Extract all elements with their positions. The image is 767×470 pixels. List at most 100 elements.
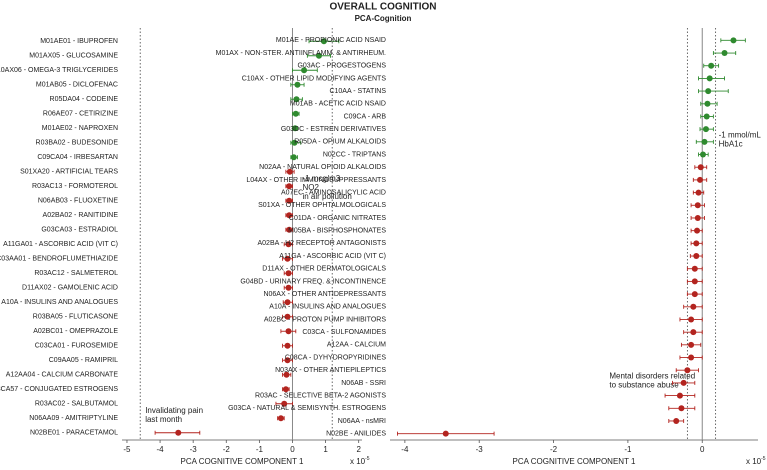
category-label: N03AX - OTHER ANTIEPILEPTICS xyxy=(275,367,386,374)
x-tick-label: -4 xyxy=(157,445,165,454)
point xyxy=(694,227,701,234)
point xyxy=(284,299,291,306)
point xyxy=(301,67,308,74)
point xyxy=(673,417,680,424)
annotation: NO2 xyxy=(302,183,319,192)
category-label: C03AA01 - BENDROFLUMETHIAZIDE xyxy=(0,256,118,263)
point xyxy=(703,113,710,120)
category-label: R03AC12 - SALMETEROL xyxy=(34,270,118,277)
point xyxy=(721,50,728,57)
x-tick-label: -3 xyxy=(190,445,198,454)
point xyxy=(701,138,708,145)
category-label: G03CA - NATURAL & SEMISYNTH. ESTROGENS xyxy=(228,405,386,412)
category-label: M01AE - PROPIONIC ACID NSAID xyxy=(276,37,386,44)
point xyxy=(286,197,293,204)
point xyxy=(284,255,291,262)
point xyxy=(702,126,709,133)
point xyxy=(292,110,299,117)
x-multiplier: x 10-5 xyxy=(746,456,766,466)
point xyxy=(694,214,701,221)
category-label: C03CA - SULFONAMIDES xyxy=(302,329,386,336)
category-label: R03BA05 - FLUTICASONE xyxy=(33,314,119,321)
category-label: M01AB05 - DICLOFENAC xyxy=(36,82,118,89)
point xyxy=(684,367,691,374)
point xyxy=(282,386,289,393)
category-label: G03CA03 - ESTRADIOL xyxy=(41,227,118,234)
point xyxy=(320,38,327,45)
category-label: A02BA - H2 RECEPTOR ANTAGONISTS xyxy=(258,240,387,247)
x-multiplier-base: x 10 xyxy=(746,457,762,466)
point xyxy=(697,164,704,171)
x-tick-label: -2 xyxy=(223,445,231,454)
category-label: A11GA01 - ASCORBIC ACID (VIT C) xyxy=(3,241,118,248)
point xyxy=(291,139,298,146)
point xyxy=(730,37,737,44)
x-multiplier-exp: -5 xyxy=(365,456,370,462)
category-label: R06AE07 - CETIRIZINE xyxy=(43,111,118,118)
x-tick-label: -3 xyxy=(476,445,484,454)
category-label: C03CA01 - FUROSEMIDE xyxy=(35,343,119,350)
x-multiplier-base: x 10 xyxy=(350,457,366,466)
category-label: D11AX02 - GAMOLENIC ACID xyxy=(22,285,118,292)
category-label: M01AB - ACETIC ACID NSAID xyxy=(290,101,386,108)
point xyxy=(290,154,297,161)
x-axis-label: PCA COGNITIVE COMPONENT 1 xyxy=(181,457,305,466)
category-label: N06AB - SSRI xyxy=(341,380,386,387)
annotation: -1 mmol/mL xyxy=(719,131,762,140)
category-label: A12AA04 - CALCIUM CARBONATE xyxy=(6,372,119,379)
point xyxy=(175,429,182,436)
point xyxy=(284,313,291,320)
category-label: M01AX - NON-STER. ANTIINFLAMM. & ANTIRHE… xyxy=(216,50,386,57)
category-label: L04AX - OTHER IMMUNOSUPPRESSANTS xyxy=(246,177,386,184)
point xyxy=(693,240,700,247)
point xyxy=(694,202,701,209)
category-label: N02BE - ANILIDES xyxy=(326,431,386,438)
x-tick-label: -5 xyxy=(123,445,131,454)
point xyxy=(690,303,697,310)
point xyxy=(286,212,293,219)
category-label: D11AX - OTHER DERMATOLOGICALS xyxy=(262,266,386,273)
point xyxy=(691,291,698,298)
annotation: -1 mcg/m3 xyxy=(302,174,340,183)
point xyxy=(281,400,288,407)
annotation: Mental disorders related xyxy=(609,372,695,381)
x-multiplier: x 10-5 xyxy=(350,456,370,466)
category-label: A02BC01 - OMEPRAZOLE xyxy=(33,328,118,335)
x-tick-label: 0 xyxy=(700,445,705,454)
category-label: N02AA - NATURAL OPIOID ALKALOIDS xyxy=(259,164,386,171)
point xyxy=(688,341,695,348)
category-label: N06AX - OTHER ANTIDEPRESSANTS xyxy=(263,291,386,298)
category-label: C08CA - DYHYDROPYRIDINES xyxy=(285,354,386,361)
category-label: M01AE02 - NAPROXEN xyxy=(42,125,118,132)
category-label: R03AC02 - SALBUTAMOL xyxy=(35,401,118,408)
point xyxy=(286,183,293,190)
category-label: N02BE01 - PARACETAMOL xyxy=(30,430,118,437)
point xyxy=(699,151,706,158)
category-label: S01XA20 - ARTIFICIAL TEARS xyxy=(20,169,118,176)
x-tick-label: 1 xyxy=(323,445,328,454)
category-label: R05DA - OPIUM ALKALOIDS xyxy=(294,139,386,146)
category-label: A11GA - ASCORBIC ACID (VIT C) xyxy=(279,253,386,260)
point xyxy=(285,241,292,248)
category-label: R03AC13 - FORMOTEROL xyxy=(32,183,118,190)
point xyxy=(688,354,695,361)
category-label: R03BA02 - BUDESONIDE xyxy=(36,140,119,147)
point xyxy=(697,176,704,183)
category-label: G03AC - PROGESTOGENS xyxy=(297,63,386,70)
point xyxy=(690,329,697,336)
x-tick-label: 2 xyxy=(356,445,361,454)
category-label: C09AA05 - RAMIPRIL xyxy=(49,357,118,364)
point xyxy=(680,379,687,386)
annotation: HbA1c xyxy=(719,140,743,149)
point xyxy=(704,100,711,107)
category-label: A07EC - AMINOSALICYLIC ACID xyxy=(281,189,386,196)
category-label: N06AA - nsMRI xyxy=(338,418,386,425)
category-label: S01XA - OTHER OPHTALMOLOGICALS xyxy=(258,202,386,209)
point xyxy=(283,371,290,378)
point xyxy=(293,96,300,103)
point xyxy=(315,52,322,59)
category-label: A10A - INSULINS AND ANALOGUES xyxy=(269,304,386,311)
point xyxy=(284,342,291,349)
point xyxy=(285,284,292,291)
annotation: in air pollution xyxy=(302,192,351,201)
